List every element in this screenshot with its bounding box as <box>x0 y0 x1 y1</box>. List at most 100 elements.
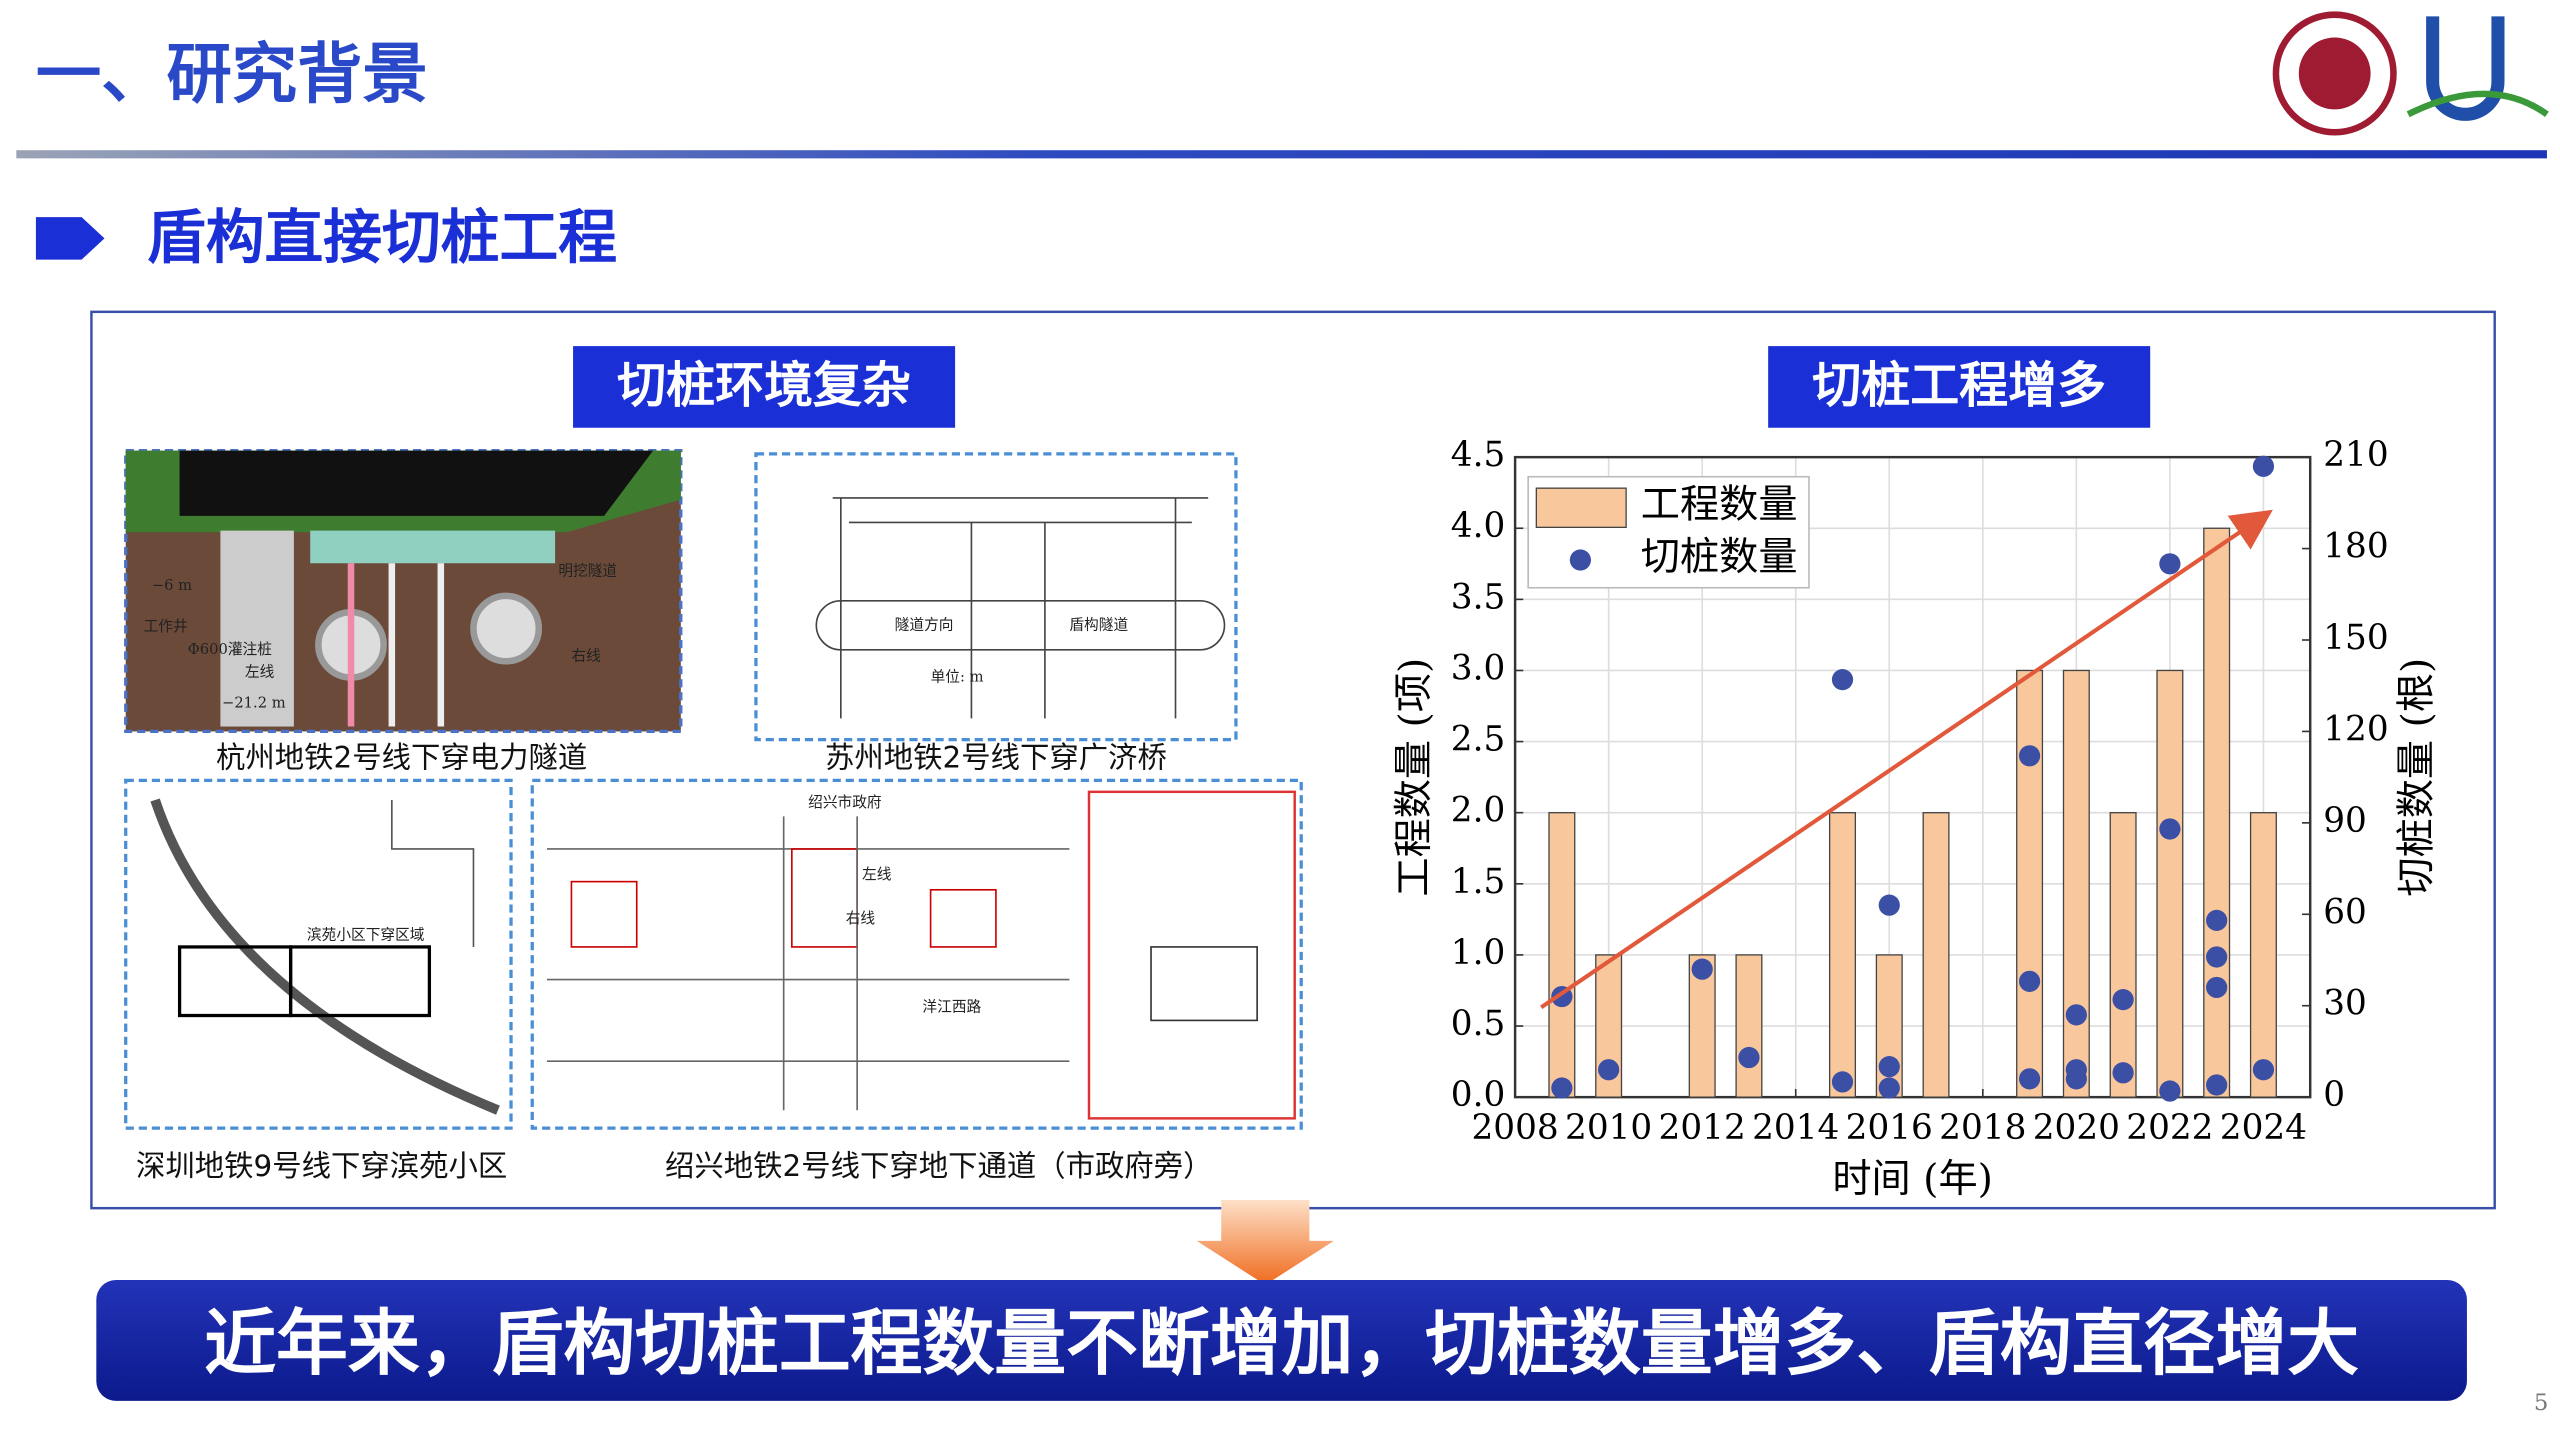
image-caption: 深圳地铁9号线下穿滨苑小区 <box>136 1149 507 1183</box>
image-shaoxing <box>530 778 1303 1130</box>
bar <box>1828 812 1857 1098</box>
bar <box>2062 669 2090 1098</box>
image-label: 右线 <box>571 647 601 664</box>
y2-axis-label: 切桩数量 (根) <box>2395 658 2440 897</box>
x-tick-label: 2010 <box>1565 1108 1652 1148</box>
scatter-point <box>2112 1062 2134 1084</box>
y-tick-label: 0.0 <box>1451 1075 1506 1115</box>
conclusion-banner <box>96 1280 2467 1401</box>
scatter-point <box>2018 745 2041 767</box>
y2-tick-label: 120 <box>2323 709 2388 749</box>
y2-tick-label: 90 <box>2323 801 2367 841</box>
panel-title: 切桩环境复杂 <box>617 357 911 414</box>
image-hangzhou <box>124 448 683 734</box>
y-tick-label: 3.5 <box>1451 577 1506 617</box>
scatter-point <box>2159 553 2181 575</box>
bar <box>1922 812 1950 1098</box>
scatter-point <box>2018 1068 2041 1090</box>
y-tick-label: 4.5 <box>1451 435 1506 475</box>
page-number: 5 <box>2534 1390 2549 1416</box>
bar <box>2249 812 2277 1098</box>
x-tick-label: 2022 <box>2126 1108 2213 1148</box>
y-tick-label: 2.0 <box>1451 791 1506 831</box>
scatter-point <box>1831 669 1854 691</box>
bar <box>1735 954 1763 1098</box>
y-tick-label: 1.5 <box>1451 862 1506 902</box>
x-tick-label: 2018 <box>1939 1108 2026 1148</box>
scatter-point <box>1878 894 1900 916</box>
bar <box>2156 669 2184 1098</box>
x-axis-label: 时间 (年) <box>1832 1157 1993 1202</box>
slide-title: 一、研究背景 <box>36 36 428 112</box>
panel-title: 切桩工程增多 <box>1812 357 2106 414</box>
image-label: 左线 <box>862 866 892 883</box>
scatter-point <box>2206 976 2228 999</box>
image-caption: 苏州地铁2号线下穿广济桥 <box>825 741 1167 775</box>
image-label: 滨苑小区下穿区域 <box>307 927 425 944</box>
image-label: 洋江西路 <box>922 998 981 1015</box>
scatter-point <box>2065 1004 2087 1026</box>
y2-tick-label: 150 <box>2323 618 2388 658</box>
scatter-point <box>2206 909 2228 931</box>
trend-arrow <box>1540 509 2273 1010</box>
scatter-point <box>2018 970 2041 992</box>
scatter-point <box>1878 1077 1900 1099</box>
image-caption: 绍兴地铁2号线下穿地下通道（市政府旁） <box>665 1149 1212 1183</box>
section-marker <box>35 217 105 260</box>
scatter-point <box>2206 946 2228 968</box>
title-underline <box>16 150 2547 159</box>
panel-title-box <box>573 346 956 428</box>
logos <box>2272 11 2549 136</box>
image-label: 工作井 <box>144 618 188 635</box>
legend-label: 工程数量 <box>1641 483 1798 528</box>
image-label: 明挖隧道 <box>558 562 617 579</box>
conclusion-text: 近年来，盾构切桩工程数量不断增加，切桩数量增多、盾构直径增大 <box>204 1301 2359 1385</box>
scatter-point <box>2206 1074 2228 1096</box>
y-tick-label: 2.5 <box>1451 720 1506 760</box>
legend-swatch <box>1535 487 1627 528</box>
bar <box>2203 527 2231 1098</box>
plot-frame <box>1513 455 2312 1099</box>
chart: 2008 2010 2012 2014 2016 2018 2020 2022 2024 0.0 0… <box>1392 435 2439 1202</box>
image-shenzhen <box>124 778 513 1130</box>
x-tick-label: 2020 <box>2033 1108 2120 1148</box>
bar <box>2016 669 2044 1098</box>
image-label: 左线 <box>245 664 275 681</box>
x-tick-label: 2008 <box>1471 1108 1558 1148</box>
image-label: 盾构隧道 <box>1069 616 1128 633</box>
image-label: 绍兴市政府 <box>808 794 881 811</box>
y2-tick-label: 30 <box>2323 984 2367 1024</box>
section-title: 盾构直接切桩工程 <box>147 203 617 272</box>
bar <box>2109 812 2137 1098</box>
scatter-point <box>2159 1080 2181 1102</box>
legend-swatch <box>1569 549 1592 571</box>
scatter-point <box>2252 1059 2275 1081</box>
y2-tick-label: 210 <box>2323 435 2388 475</box>
scatter-point <box>1551 1077 1573 1099</box>
y2-tick-label: 0 <box>2323 1075 2345 1115</box>
y-tick-label: 4.0 <box>1451 506 1506 546</box>
bar <box>1548 812 1576 1098</box>
image-label: −21.2 m <box>222 695 286 712</box>
x-tick-label: 2012 <box>1659 1108 1746 1148</box>
legend-label: 切桩数量 <box>1641 535 1798 580</box>
y2-tick-label: 60 <box>2323 892 2367 932</box>
scatter-point <box>2159 818 2181 840</box>
down-arrow <box>1196 1200 1334 1285</box>
scatter-point <box>1831 1071 1854 1093</box>
scatter-point <box>2112 989 2134 1011</box>
scatter-point <box>2252 455 2275 477</box>
scatter-point <box>2065 1068 2087 1090</box>
y-axis-label: 工程数量 (项) <box>1392 658 1437 897</box>
panel-title-box <box>1768 346 2151 428</box>
image-suzhou <box>754 452 1238 742</box>
y-tick-label: 0.5 <box>1451 1004 1506 1044</box>
image-caption: 杭州地铁2号线下穿电力隧道 <box>216 741 587 775</box>
scatter-point <box>1738 1046 1760 1069</box>
x-tick-label: 2024 <box>2220 1108 2307 1148</box>
y-tick-label: 3.0 <box>1451 648 1506 688</box>
x-tick-label: 2016 <box>1846 1108 1933 1148</box>
image-label: 单位: m <box>931 669 984 686</box>
image-label: 隧道方向 <box>895 616 954 633</box>
